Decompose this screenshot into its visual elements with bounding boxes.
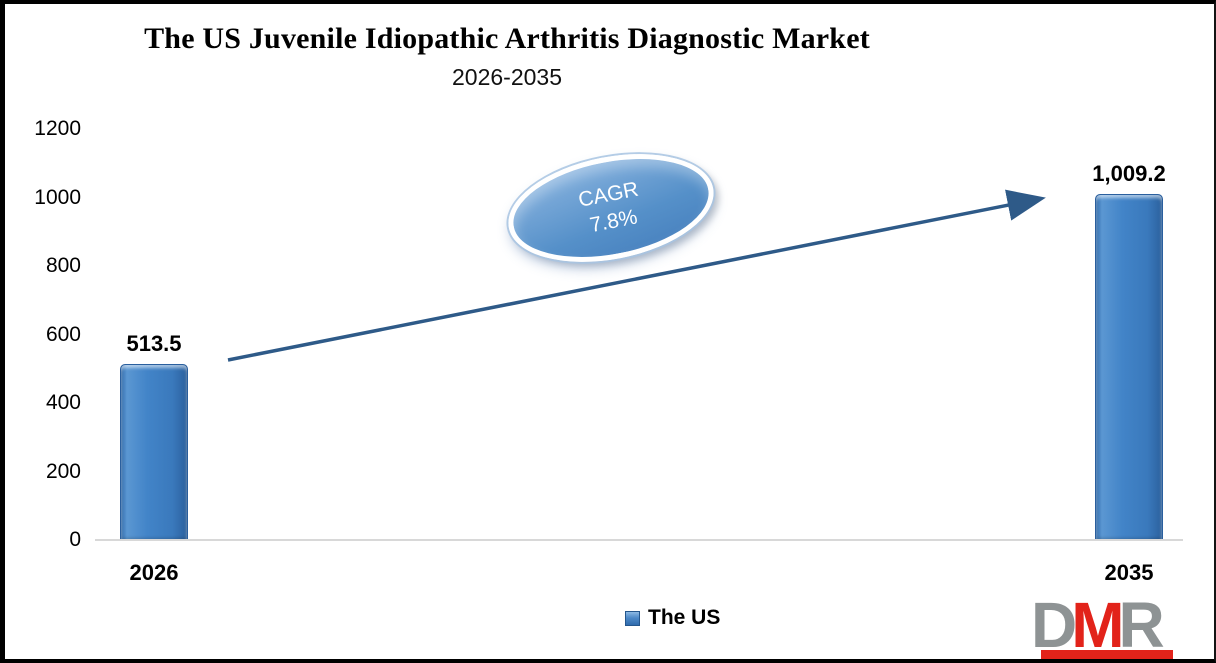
value-label-2035: 1,009.2 bbox=[1092, 161, 1166, 187]
y-axis-tick-0: 0 bbox=[69, 528, 81, 551]
y-axis-tick-1200: 1200 bbox=[34, 117, 81, 140]
y-axis-tick-600: 600 bbox=[45, 322, 81, 346]
y-axis-tick-200: 200 bbox=[45, 459, 81, 483]
logo-letter-m: M bbox=[1071, 589, 1124, 661]
y-axis-tick-400: 400 bbox=[45, 391, 81, 414]
y-axis-tick-800: 800 bbox=[45, 254, 81, 277]
chart-title: The US Juvenile Idiopathic Arthritis Dia… bbox=[144, 22, 870, 55]
logo-letter-r: R bbox=[1118, 589, 1165, 661]
x-axis-label-2035: 2035 bbox=[1104, 560, 1154, 585]
legend: The US bbox=[625, 606, 720, 630]
logo-underline bbox=[1041, 650, 1173, 659]
cagr-badge: CAGR 7.8% bbox=[499, 138, 723, 278]
dmr-logo: DMR bbox=[1031, 593, 1165, 657]
legend-swatch-icon bbox=[625, 610, 640, 626]
logo-letter-d: D bbox=[1031, 589, 1077, 661]
bar-2035 bbox=[1095, 194, 1163, 541]
bar-2026 bbox=[120, 364, 188, 541]
value-label-2026: 513.5 bbox=[126, 331, 182, 357]
chart-subtitle: 2026-2035 bbox=[452, 64, 562, 90]
x-axis-line bbox=[95, 539, 1183, 541]
y-axis-tick-1000: 1000 bbox=[34, 185, 81, 209]
legend-label: The US bbox=[648, 606, 721, 629]
x-axis-label-2026: 2026 bbox=[129, 560, 179, 585]
